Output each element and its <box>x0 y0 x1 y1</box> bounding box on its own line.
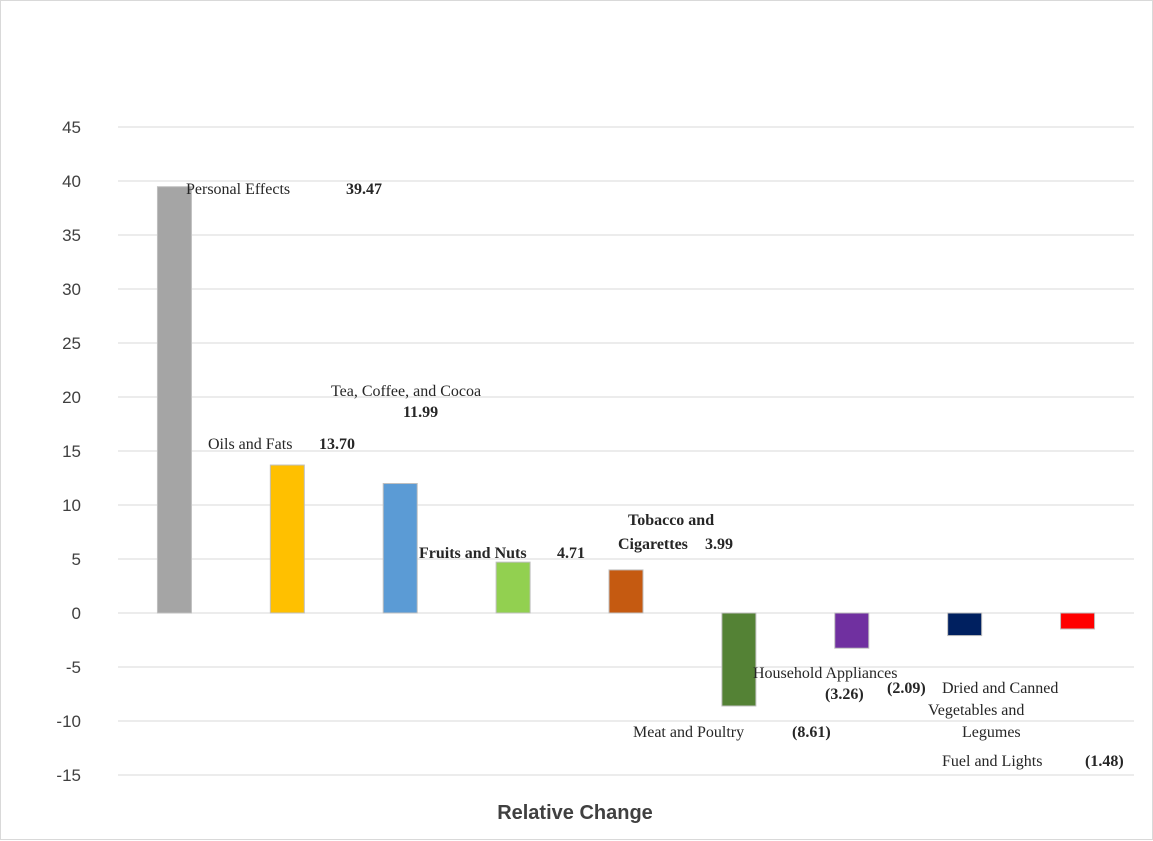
value-label-meat-and-poultry: (8.61) <box>792 724 831 741</box>
y-tick-label: 10 <box>62 496 81 515</box>
y-tick-label: -15 <box>56 766 81 785</box>
category-label-personal-effects: Personal Effects <box>186 181 290 198</box>
category-label-dried-line2: Vegetables and <box>928 702 1024 719</box>
bar-tea-coffee-and-cocoa <box>382 483 418 614</box>
y-tick-label: -10 <box>56 712 81 731</box>
y-tick-label: 0 <box>72 604 81 623</box>
y-tick-label: 35 <box>62 226 81 245</box>
y-tick-label: -5 <box>66 658 81 677</box>
value-label-dried-canned: (2.09) <box>887 680 926 697</box>
y-tick-label: 40 <box>62 172 81 191</box>
category-label-fruits-and-nuts: Fruits and Nuts <box>419 545 527 562</box>
bars <box>156 186 1096 707</box>
x-axis-title: Relative Change <box>497 802 653 824</box>
bar-meat-and-poultry <box>721 612 757 707</box>
category-label-oils-and-fats: Oils and Fats <box>208 436 292 453</box>
category-label-dried-line3: Legumes <box>962 724 1021 741</box>
y-tick-label: 25 <box>62 334 81 353</box>
y-tick-label: 5 <box>72 550 81 569</box>
y-tick-label: 45 <box>62 118 81 137</box>
category-label-meat-and-poultry: Meat and Poultry <box>633 724 744 741</box>
y-tick-label: 20 <box>62 388 81 407</box>
bar-household-appliances <box>834 612 870 649</box>
value-label-oils-and-fats: 13.70 <box>319 436 355 453</box>
category-label-fuel-and-lights: Fuel and Lights <box>942 753 1042 770</box>
value-label-personal-effects: 39.47 <box>346 181 382 198</box>
value-label-household-appliances: (3.26) <box>825 686 864 703</box>
bar-tobacco-and-cigarettes <box>608 569 644 614</box>
bar-fruits-and-nuts <box>495 561 531 614</box>
bar-oils-and-fats <box>269 464 305 614</box>
value-label-fruits-and-nuts: 4.71 <box>557 545 585 562</box>
bar-dried-and-canned-vegetables-and-legumes <box>947 612 983 637</box>
y-axis-ticks: 45 40 35 30 25 20 15 10 5 0 -5 -10 -15 <box>56 118 81 785</box>
value-label-tobacco: 3.99 <box>705 536 733 553</box>
value-label-fuel-and-lights: (1.48) <box>1085 753 1124 770</box>
bar-personal-effects <box>156 186 192 614</box>
category-label-tobacco-line1: Tobacco and <box>628 512 714 529</box>
category-label-dried-line1: Dried and Canned <box>942 680 1058 697</box>
bar-fuel-and-lights <box>1060 612 1096 630</box>
category-label-tea-coffee-cocoa: Tea, Coffee, and Cocoa <box>331 383 481 400</box>
category-label-household-appliances: Household Appliances <box>753 665 897 682</box>
value-label-tea-coffee-cocoa: 11.99 <box>403 404 438 421</box>
category-label-tobacco-line2: Cigarettes <box>618 536 688 553</box>
y-tick-label: 15 <box>62 442 81 461</box>
y-tick-label: 30 <box>62 280 81 299</box>
